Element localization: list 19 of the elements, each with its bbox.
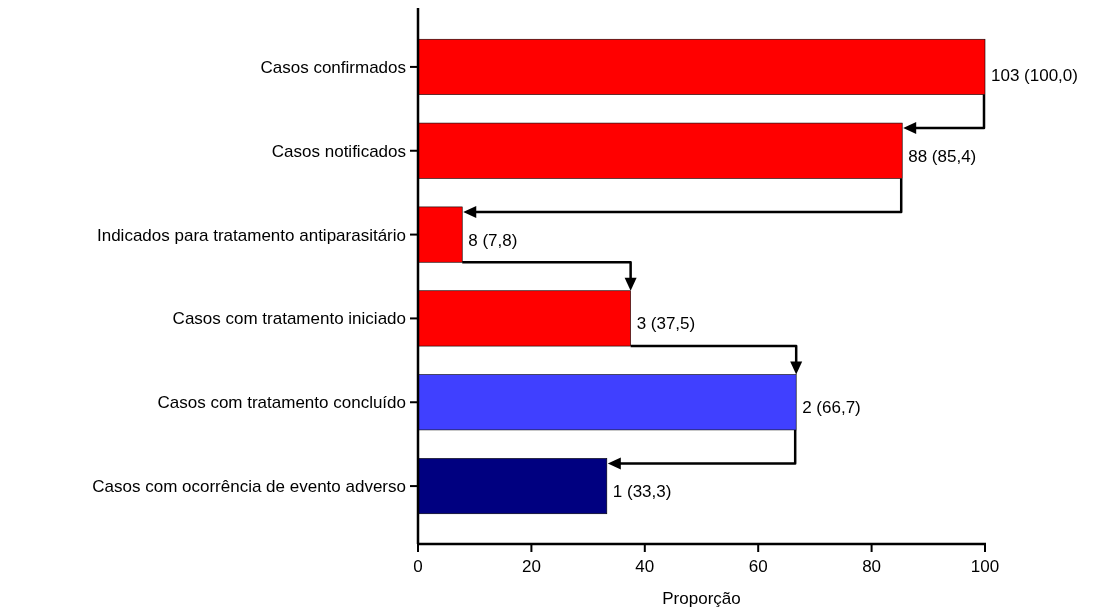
x-axis-title: Proporção (662, 589, 741, 608)
y-tick-label: Casos com tratamento iniciado (172, 309, 406, 329)
y-tick-label: Casos com tratamento concluído (157, 393, 406, 413)
data-label: 1 (33,3) (612, 482, 672, 502)
data-label: 3 (37,5) (636, 314, 696, 334)
y-tick-label: Casos confirmados (260, 57, 406, 77)
data-label: 103 (100,0) (991, 65, 1078, 85)
x-tick-label: 20 (521, 557, 541, 576)
y-tick-label: Casos com ocorrência de evento adverso (92, 477, 406, 497)
data-label: 88 (85,4) (908, 146, 977, 166)
data-label: 2 (66,7) (802, 398, 861, 418)
x-tick-label: 60 (748, 557, 768, 576)
y-tick-label: Casos notificados (271, 141, 406, 161)
y-tick-label: Indicados para tratamento antiparasitário (96, 225, 406, 245)
x-tick-label: 40 (635, 557, 655, 576)
data-label: 8 (7,8) (468, 230, 518, 250)
x-tick-label: 80 (862, 557, 882, 576)
x-tick-label: 0 (413, 557, 423, 576)
x-tick-label: 100 (970, 557, 1000, 576)
